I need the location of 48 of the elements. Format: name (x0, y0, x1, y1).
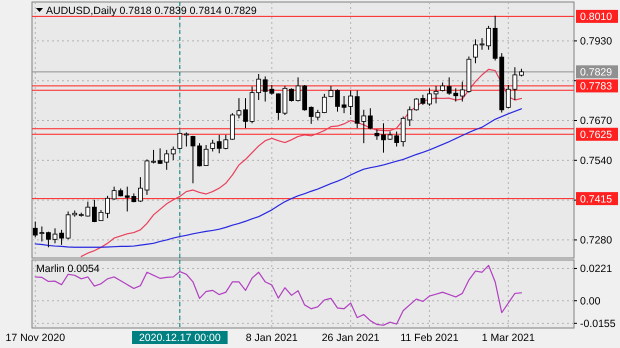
candlestick (32, 221, 38, 238)
x-tick-label: 1 Mar 2021 (482, 332, 536, 344)
y-tick-label: 0.7540 (580, 154, 612, 167)
candlestick (414, 98, 419, 112)
ref-line-label: 0.7625 (580, 128, 612, 141)
candlestick (446, 76, 452, 96)
ref-line-label: 0.7415 (580, 193, 612, 206)
candlestick (164, 149, 170, 170)
line-series (34, 108, 522, 248)
candlestick (210, 139, 216, 152)
ref-line-label: 0.7783 (580, 80, 612, 93)
candlestick (460, 81, 465, 102)
ref-line-label: 0.7829 (580, 66, 612, 78)
candlestick (124, 186, 130, 212)
x-tick-label: 8 Jan 2021 (246, 332, 298, 344)
ref-line-label: 0.8010 (580, 11, 612, 24)
candlestick (361, 109, 366, 144)
candlestick (170, 146, 176, 161)
candlestick (506, 84, 511, 109)
y-tick-label: 0.0221 (580, 263, 612, 276)
y-tick-label: 0.7280 (580, 234, 612, 247)
x-tick-label: 2020.12.17 00:00 (138, 332, 221, 344)
candlestick (85, 201, 90, 218)
y-tick-label: 0.7670 (580, 115, 612, 128)
candlestick (184, 132, 189, 148)
candlestick (262, 76, 268, 102)
candlestick (407, 106, 412, 127)
candlestick (453, 88, 458, 102)
y-tick-label: 0.00 (580, 295, 601, 308)
x-tick-label: 26 Jan 2021 (322, 332, 380, 344)
candlestick (269, 84, 274, 96)
y-tick-label: -0.0155 (580, 318, 616, 330)
candlestick (322, 93, 327, 114)
line-series (34, 264, 522, 326)
candlestick (368, 108, 373, 130)
line-series (80, 68, 522, 258)
x-tick-label: 17 Nov 2020 (6, 332, 66, 344)
candlestick (223, 134, 228, 150)
chart-title: AUDUSD,Daily 0.7818 0.7839 0.7814 0.7829 (46, 5, 257, 17)
candlestick (308, 106, 314, 124)
candlestick (216, 134, 222, 154)
candlestick (400, 116, 406, 148)
x-tick-label: 11 Feb 2021 (400, 332, 459, 344)
y-tick-label: 0.7930 (580, 36, 612, 48)
chart-title: Marlin 0.0054 (36, 263, 100, 275)
candlestick (256, 73, 262, 100)
candlestick (315, 109, 320, 120)
candlestick (177, 132, 182, 150)
